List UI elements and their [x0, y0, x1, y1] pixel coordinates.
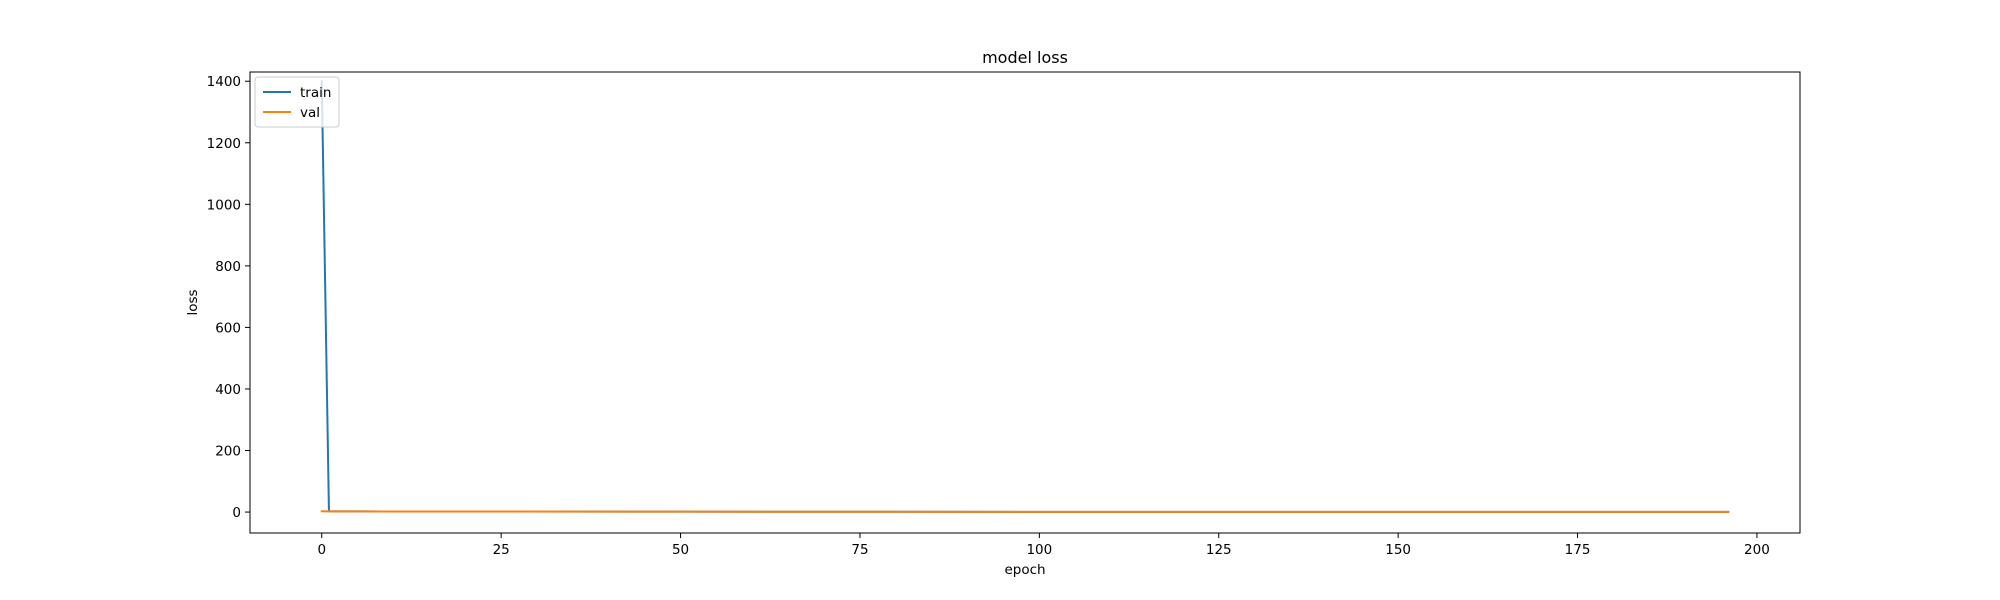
plot-marks	[320, 80, 1730, 513]
y-tick-label: 600	[215, 320, 241, 336]
y-axis-ticks: 0 200 400 600 800 1000 1200 1400	[207, 74, 250, 521]
y-tick-label: 800	[215, 259, 241, 275]
y-tick-label: 1200	[207, 136, 241, 152]
x-tick-label: 50	[672, 542, 689, 558]
y-tick-label: 400	[215, 382, 241, 398]
y-tick-label: 0	[232, 505, 241, 521]
legend-box	[254, 76, 340, 128]
x-tick-label: 0	[317, 542, 326, 558]
plot-frame	[249, 71, 1801, 534]
x-axis-ticks: 0 25 50 75 100 125 150 175 200	[317, 533, 1770, 558]
x-tick-label: 175	[1565, 542, 1591, 558]
x-tick-label: 150	[1385, 542, 1411, 558]
x-tick-label: 200	[1744, 542, 1770, 558]
x-tick-label: 75	[851, 542, 868, 558]
chart-title: model loss	[982, 48, 1068, 67]
x-tick-label: 25	[493, 542, 510, 558]
y-tick-label: 1000	[207, 197, 241, 213]
legend: train val	[254, 76, 340, 128]
x-tick-label: 125	[1206, 542, 1232, 558]
legend-label-val: val	[300, 105, 320, 121]
y-axis-label: loss	[185, 289, 201, 315]
x-axis-label: epoch	[1004, 562, 1045, 578]
legend-label-train: train	[300, 85, 331, 101]
y-tick-label: 200	[215, 444, 241, 460]
y-tick-label: 1400	[207, 74, 241, 90]
series-line-val	[320, 510, 1730, 513]
x-tick-label: 100	[1026, 542, 1052, 558]
